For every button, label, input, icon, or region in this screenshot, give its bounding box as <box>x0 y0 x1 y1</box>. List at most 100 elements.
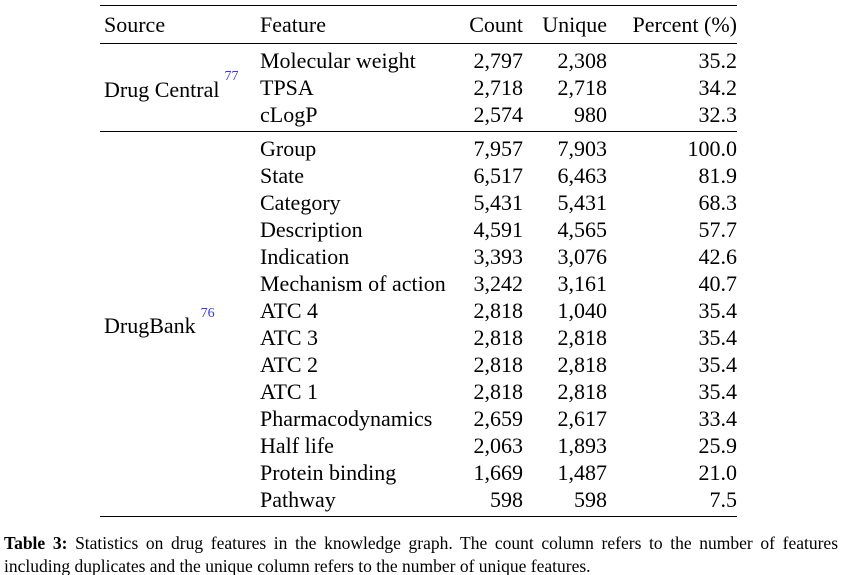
unique-cell: 598 <box>574 487 607 512</box>
source-label: DrugBank <box>104 313 196 338</box>
feature-cell: Protein binding <box>260 460 397 485</box>
feature-cell: Mechanism of action <box>260 271 446 296</box>
column-header-percent: Percent (%) <box>607 5 737 44</box>
column-header-feature: Feature <box>260 5 440 44</box>
table-caption-text: Statistics on drug features in the knowl… <box>4 533 839 575</box>
feature-cell: Half life <box>260 433 334 458</box>
unique-cell: 2,818 <box>557 379 608 404</box>
count-cell: 2,818 <box>473 379 524 404</box>
unique-cell: 3,076 <box>557 244 608 269</box>
feature-cell: Category <box>260 190 341 215</box>
feature-cell: Description <box>260 217 363 242</box>
feature-cell: Pathway <box>260 487 336 512</box>
feature-cell: ATC 3 <box>260 325 319 350</box>
unique-cell: 5,431 <box>557 190 608 215</box>
table-row: Indication 3,393 3,076 42.6 <box>100 243 737 270</box>
drug-features-table: Source Feature Count Unique Percent (%) … <box>100 5 737 517</box>
count-cell: 4,591 <box>473 217 524 242</box>
unique-cell: 2,818 <box>557 352 608 377</box>
count-cell: 3,393 <box>473 244 524 269</box>
feature-cell: Group <box>260 136 317 161</box>
table-row: DrugBank 76 Group 7,957 7,903 100.0 <box>100 132 738 338</box>
percent-cell: 57.7 <box>698 217 738 242</box>
percent-cell: 34.2 <box>698 75 738 100</box>
source-cell-drugbank: DrugBank 76 <box>100 132 260 517</box>
count-cell: 598 <box>490 487 523 512</box>
percent-cell: 35.2 <box>698 48 738 73</box>
table-header-row: Source Feature Count Unique Percent (%) <box>100 5 737 44</box>
column-header-source: Source <box>100 5 260 44</box>
count-cell: 2,574 <box>473 102 524 127</box>
feature-cell: ATC 4 <box>260 298 319 323</box>
unique-cell: 980 <box>574 102 607 127</box>
feature-cell: cLogP <box>260 102 318 127</box>
count-cell: 2,818 <box>473 325 524 350</box>
count-cell: 2,063 <box>473 433 524 458</box>
table-row: Category 5,431 5,431 68.3 <box>100 189 737 216</box>
percent-cell: 33.4 <box>698 406 738 431</box>
unique-cell: 2,718 <box>557 75 608 100</box>
count-cell: 2,797 <box>473 48 524 73</box>
percent-cell: 35.4 <box>698 352 738 377</box>
feature-cell: Molecular weight <box>260 48 416 73</box>
feature-cell: Indication <box>260 244 350 269</box>
percent-cell: 42.6 <box>698 244 738 269</box>
source-cell-drug-central: Drug Central 77 <box>100 44 260 132</box>
count-cell: 2,818 <box>473 298 524 323</box>
count-cell: 1,669 <box>473 460 524 485</box>
table-row: Mechanism of action 3,242 3,161 40.7 <box>100 270 737 297</box>
percent-cell: 35.4 <box>698 298 738 323</box>
percent-cell: 32.3 <box>698 102 738 127</box>
percent-cell: 21.0 <box>698 460 738 485</box>
unique-cell: 7,903 <box>557 136 608 161</box>
column-header-unique: Unique <box>523 5 607 44</box>
unique-cell: 4,565 <box>557 217 608 242</box>
feature-cell: TPSA <box>260 75 314 100</box>
percent-cell: 35.4 <box>698 379 738 404</box>
feature-cell: Pharmacodynamics <box>260 406 433 431</box>
percent-cell: 25.9 <box>698 433 738 458</box>
unique-cell: 3,161 <box>557 271 608 296</box>
table-row: cLogP 2,574 980 32.3 <box>100 101 737 132</box>
unique-cell: 1,487 <box>557 460 608 485</box>
percent-cell: 100.0 <box>687 136 738 161</box>
table-row: Protein binding 1,669 1,487 21.0 <box>100 459 737 486</box>
percent-cell: 81.9 <box>698 163 738 188</box>
count-cell: 7,957 <box>473 136 524 161</box>
table-row: ATC 4 2,818 1,040 35.4 <box>100 297 737 324</box>
table-row: Description 4,591 4,565 57.7 <box>100 216 737 243</box>
table-caption: Table 3: Statistics on drug features in … <box>4 532 838 575</box>
table-row: TPSA 2,718 2,718 34.2 <box>100 74 737 101</box>
unique-cell: 6,463 <box>557 163 608 188</box>
count-cell: 3,242 <box>473 271 524 296</box>
source-label: Drug Central <box>104 76 220 102</box>
unique-cell: 1,040 <box>557 298 608 323</box>
count-cell: 2,718 <box>473 75 524 100</box>
unique-cell: 1,893 <box>557 433 608 458</box>
table-row: Pathway 598 598 7.5 <box>100 486 737 517</box>
feature-cell: State <box>260 163 304 188</box>
percent-cell: 7.5 <box>709 487 738 512</box>
percent-cell: 40.7 <box>698 271 738 296</box>
table-row: ATC 2 2,818 2,818 35.4 <box>100 351 737 378</box>
unique-cell: 2,818 <box>557 325 608 350</box>
table-row: Pharmacodynamics 2,659 2,617 33.4 <box>100 405 737 432</box>
table-row: ATC 1 2,818 2,818 35.4 <box>100 378 737 405</box>
drug-central-group: Drug Central 77 Molecular weight 2,797 2,… <box>100 44 737 132</box>
percent-cell: 68.3 <box>698 190 738 215</box>
unique-cell: 2,617 <box>557 406 608 431</box>
count-cell: 2,659 <box>473 406 524 431</box>
citation-link-77[interactable]: 77 <box>224 69 239 85</box>
count-cell: 6,517 <box>473 163 524 188</box>
citation-link-76[interactable]: 76 <box>200 305 215 321</box>
paper-page: Source Feature Count Unique Percent (%) … <box>0 5 842 575</box>
unique-cell: 2,308 <box>557 48 608 73</box>
count-cell: 5,431 <box>473 190 524 215</box>
table-row: State 6,517 6,463 81.9 <box>100 162 737 189</box>
count-cell: 2,818 <box>473 352 524 377</box>
feature-cell: ATC 1 <box>260 379 319 404</box>
table-row: Drug Central 77 Molecular weight 2,797 2,… <box>100 44 738 102</box>
percent-cell: 35.4 <box>698 325 738 350</box>
table-row: ATC 3 2,818 2,818 35.4 <box>100 324 737 351</box>
drugbank-group: DrugBank 76 Group 7,957 7,903 100.0 State… <box>100 132 737 517</box>
